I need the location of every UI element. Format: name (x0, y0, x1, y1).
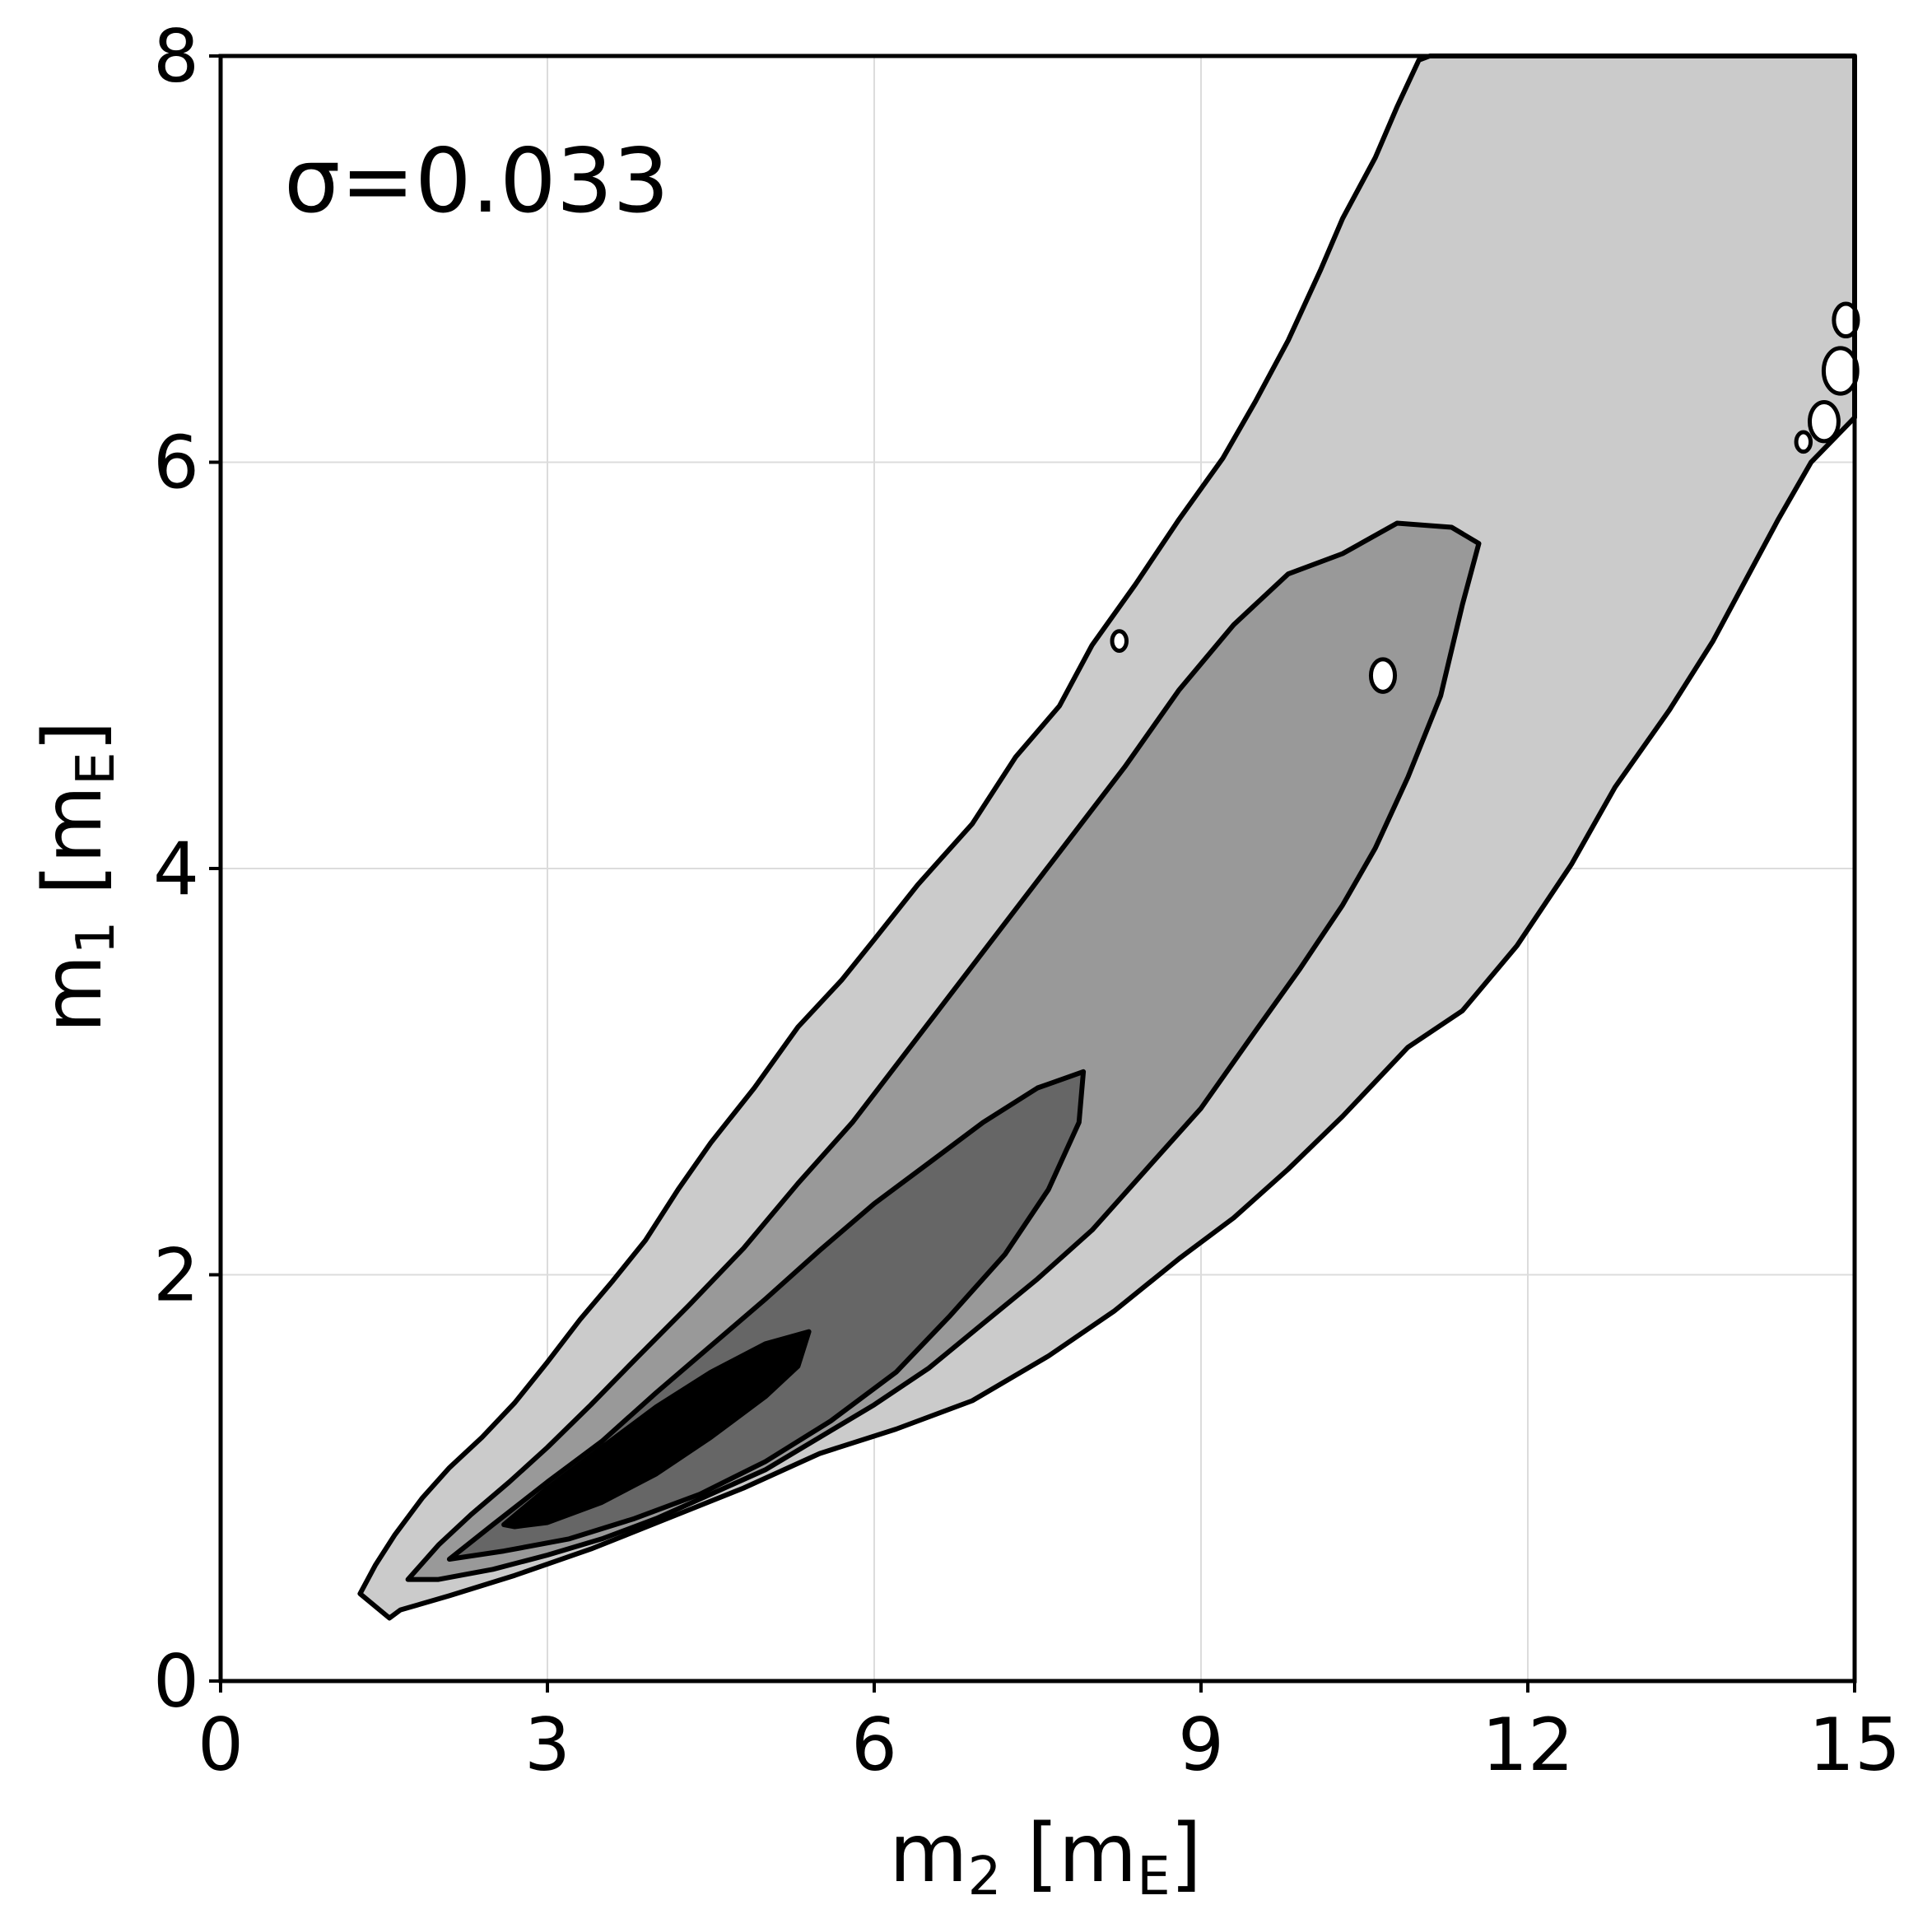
contour-island-1 (1368, 657, 1398, 694)
contour-middle (405, 520, 1482, 1582)
contour-island-3 (1807, 399, 1841, 444)
contour-island-4 (1821, 346, 1860, 396)
contour-core (501, 1329, 812, 1530)
sigma-annotation: σ=0.033 (284, 130, 669, 233)
y-tick-label-4: 8 (153, 14, 199, 99)
x-tick-label-1: 3 (524, 1702, 570, 1787)
contour-island-0 (1110, 629, 1129, 653)
y-axis-label: m1 [mE] (26, 720, 127, 1033)
contour-island-5 (1832, 301, 1860, 339)
y-tick-label-2: 4 (153, 827, 199, 911)
x-tick-label-3: 9 (1178, 1702, 1224, 1787)
y-tick-label-0: 0 (153, 1639, 199, 1724)
y-tick-label-1: 2 (153, 1233, 199, 1318)
x-axis-label: m2 [mE] (889, 1807, 1202, 1907)
x-tick-label-2: 6 (851, 1702, 897, 1787)
x-tick-label-5: 15 (1809, 1702, 1901, 1787)
contour-island-2 (1794, 430, 1813, 454)
contour-regions (357, 54, 1860, 1621)
axis-ticks: 0 3 6 9 12 15 0 2 4 6 8 (153, 14, 1901, 1787)
x-tick-label-4: 12 (1482, 1702, 1574, 1787)
x-tick-label-0: 0 (198, 1702, 244, 1787)
y-tick-label-3: 6 (153, 421, 199, 505)
contour-inner (446, 1069, 1087, 1562)
